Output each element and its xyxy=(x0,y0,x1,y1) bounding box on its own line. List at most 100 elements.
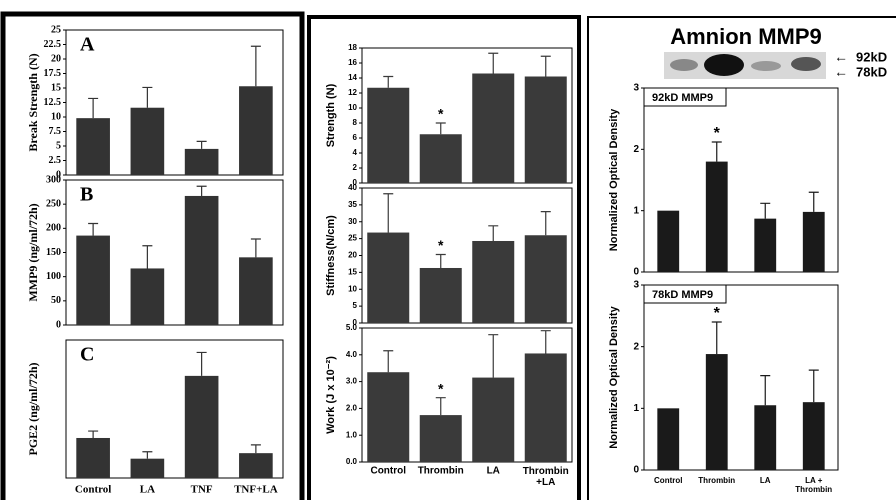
y-tick-label: 12.5 xyxy=(44,97,62,108)
y-tick-label: 5 xyxy=(353,301,358,310)
y-tick-label: 16 xyxy=(348,58,357,67)
bar xyxy=(367,87,410,183)
significance-marker: * xyxy=(438,106,444,122)
y-tick-label: 6 xyxy=(353,133,358,142)
y-tick-label: 250 xyxy=(46,198,61,209)
bar xyxy=(472,377,515,462)
y-tick-label: 0 xyxy=(353,178,358,187)
bar xyxy=(130,268,165,325)
y-tick-label: 0.0 xyxy=(346,457,358,466)
bar xyxy=(705,161,728,272)
error-bar xyxy=(196,140,207,149)
bar xyxy=(524,353,567,462)
y-tick-label: 35 xyxy=(348,200,357,209)
y-tick-label: 18 xyxy=(348,43,357,52)
y-axis-label: MMP9 (ng/ml/72h) xyxy=(26,203,40,301)
bar xyxy=(130,107,165,175)
y-tick-label: 14 xyxy=(348,73,357,82)
y-axis-label: Break Strength (N) xyxy=(26,53,40,151)
y-tick-label: 3.0 xyxy=(346,377,358,386)
error-bar xyxy=(711,321,722,355)
plot-frame xyxy=(643,284,839,471)
bar xyxy=(524,235,567,323)
error-bar xyxy=(435,397,446,416)
significance-marker: * xyxy=(438,380,444,396)
bar xyxy=(367,232,410,323)
x-tick-label: Control xyxy=(75,484,111,496)
x-tick-label: Thrombin xyxy=(418,466,464,477)
band-label: 92kD xyxy=(856,49,887,64)
right-panel-border xyxy=(587,16,896,500)
bar xyxy=(367,372,410,462)
error-bar xyxy=(540,211,551,236)
middle-panel-border xyxy=(307,15,581,500)
error-bar xyxy=(250,238,261,258)
error-bar xyxy=(711,141,722,162)
bar xyxy=(524,76,567,183)
y-tick-label: 30 xyxy=(348,217,357,226)
error-bar xyxy=(196,351,207,376)
bar xyxy=(76,235,110,325)
panel-letter: A xyxy=(80,34,95,56)
error-bar xyxy=(88,430,99,438)
bar xyxy=(130,458,165,478)
y-tick-label: 10 xyxy=(51,111,61,122)
x-tick-label: TNF xyxy=(191,484,213,496)
error-bar xyxy=(88,97,99,119)
bar xyxy=(239,86,273,175)
x-tick-label: LA xyxy=(760,476,771,485)
significance-marker: * xyxy=(714,305,721,322)
band-label: 78kD xyxy=(856,64,887,79)
panel-title: 78kD MMP9 xyxy=(652,289,713,301)
y-tick-label: 300 xyxy=(46,174,61,185)
y-tick-label: 25 xyxy=(51,24,61,35)
bar xyxy=(419,415,462,462)
x-tick-label: LA + Thrombin xyxy=(795,476,832,494)
bar xyxy=(802,402,825,470)
bar xyxy=(657,408,680,470)
bar xyxy=(754,405,777,470)
y-tick-label: 2 xyxy=(353,163,358,172)
arrow: ← xyxy=(834,64,848,80)
error-bar xyxy=(435,122,446,135)
y-tick-label: 150 xyxy=(46,247,61,258)
y-tick-label: 0 xyxy=(353,318,358,327)
y-axis-label: PGE2 (ng/ml/72h) xyxy=(26,362,40,455)
x-tick-label: LA xyxy=(140,484,155,496)
western-blot xyxy=(664,52,826,79)
bar xyxy=(76,118,110,175)
error-bar xyxy=(488,225,499,241)
y-tick-label: 3 xyxy=(633,83,639,94)
y-tick-label: 2.0 xyxy=(346,404,358,413)
bar xyxy=(419,134,462,183)
panel-title: 92kD MMP9 xyxy=(652,92,713,104)
y-tick-label: 0 xyxy=(633,465,639,476)
y-tick-label: 50 xyxy=(51,295,61,306)
error-bar xyxy=(88,222,99,236)
panel-letter: C xyxy=(80,344,94,366)
title-box xyxy=(643,87,727,107)
error-bar xyxy=(142,86,153,108)
y-tick-label: 1 xyxy=(633,403,639,414)
error-bar xyxy=(142,245,153,269)
y-tick-label: 10 xyxy=(348,284,357,293)
y-tick-label: 25 xyxy=(348,234,357,243)
error-bar xyxy=(383,193,394,233)
y-tick-label: 100 xyxy=(46,271,61,282)
y-tick-label: 5.0 xyxy=(346,323,358,332)
error-bar xyxy=(540,330,551,354)
plot-frame xyxy=(361,47,573,184)
plot-frame xyxy=(643,87,839,273)
y-axis-label: Normalized Optical Density xyxy=(608,108,620,251)
left-panel-border xyxy=(0,11,305,500)
bar xyxy=(802,211,825,272)
title-box xyxy=(643,284,727,304)
error-bar xyxy=(196,185,207,196)
y-tick-label: 0 xyxy=(56,169,61,180)
plot-frame xyxy=(65,339,284,479)
y-tick-label: 2.5 xyxy=(49,155,62,166)
error-bar xyxy=(488,334,499,378)
arrow: ← xyxy=(834,49,848,65)
y-tick-label: 2 xyxy=(633,341,639,352)
